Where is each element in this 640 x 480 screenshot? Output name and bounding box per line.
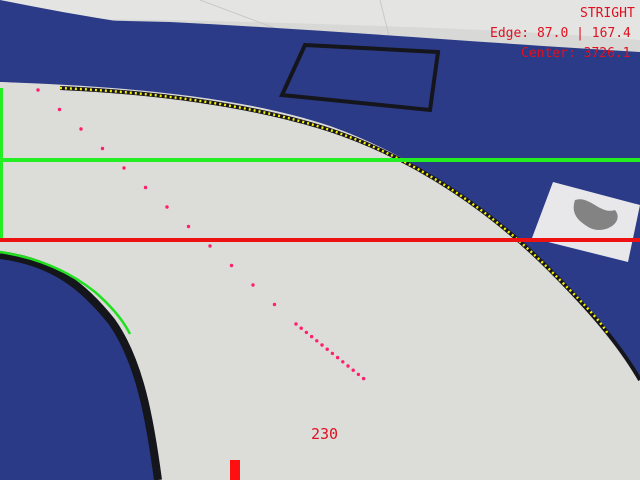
- center-path-dot: [320, 343, 324, 347]
- center-path-dot: [304, 330, 309, 335]
- center-path-dot: [36, 88, 40, 92]
- center-path-dot: [346, 364, 350, 368]
- mat-blue-top: [0, 0, 640, 380]
- center-path-dot: [100, 146, 105, 151]
- center-path-dot: [122, 166, 126, 170]
- sticker-print: [573, 199, 618, 230]
- track-border-inner: [0, 251, 162, 480]
- center-path-dot: [272, 302, 277, 307]
- mat-blue-top-edge: [0, 18, 640, 64]
- edge-readout: Edge: 87.0 | 167.4: [490, 26, 631, 41]
- center-path-dot: [309, 334, 314, 339]
- center-path-dot: [315, 339, 319, 343]
- center-readout: Center: 3726.1: [521, 46, 631, 61]
- mat-marking-square: [279, 42, 441, 113]
- center-path-dot: [361, 376, 366, 381]
- drive-state-label: STRIGHT: [580, 6, 635, 21]
- center-path-dot: [335, 355, 340, 360]
- back-wall: [0, 0, 640, 40]
- steering-marker: [230, 460, 240, 480]
- center-path: [36, 88, 366, 381]
- steering-value: 230: [311, 425, 339, 443]
- track-border-outer: [59, 86, 640, 381]
- center-path-dot: [351, 368, 355, 372]
- center-path-dot: [57, 107, 62, 112]
- mat-blue-inner: [0, 255, 158, 480]
- center-path-dot: [325, 347, 329, 351]
- floor-seam: [199, 0, 281, 31]
- center-path-dot: [208, 244, 212, 248]
- center-path-dot: [186, 224, 191, 229]
- center-path-dot: [341, 360, 345, 364]
- center-path-dot: [79, 127, 83, 131]
- track-surface: [0, 82, 640, 480]
- center-path-dot: [330, 351, 335, 356]
- detected-edge-inner: [0, 250, 132, 335]
- center-path-dot: [294, 322, 298, 326]
- center-path-dot: [229, 263, 234, 268]
- floor-seam: [379, 0, 391, 41]
- center-path-dot: [356, 372, 361, 377]
- center-path-dot: [143, 185, 148, 190]
- center-path-dot: [299, 326, 303, 330]
- detected-edge-outer: [59, 86, 610, 335]
- center-path-dot: [165, 205, 169, 209]
- center-path-dot: [251, 283, 255, 287]
